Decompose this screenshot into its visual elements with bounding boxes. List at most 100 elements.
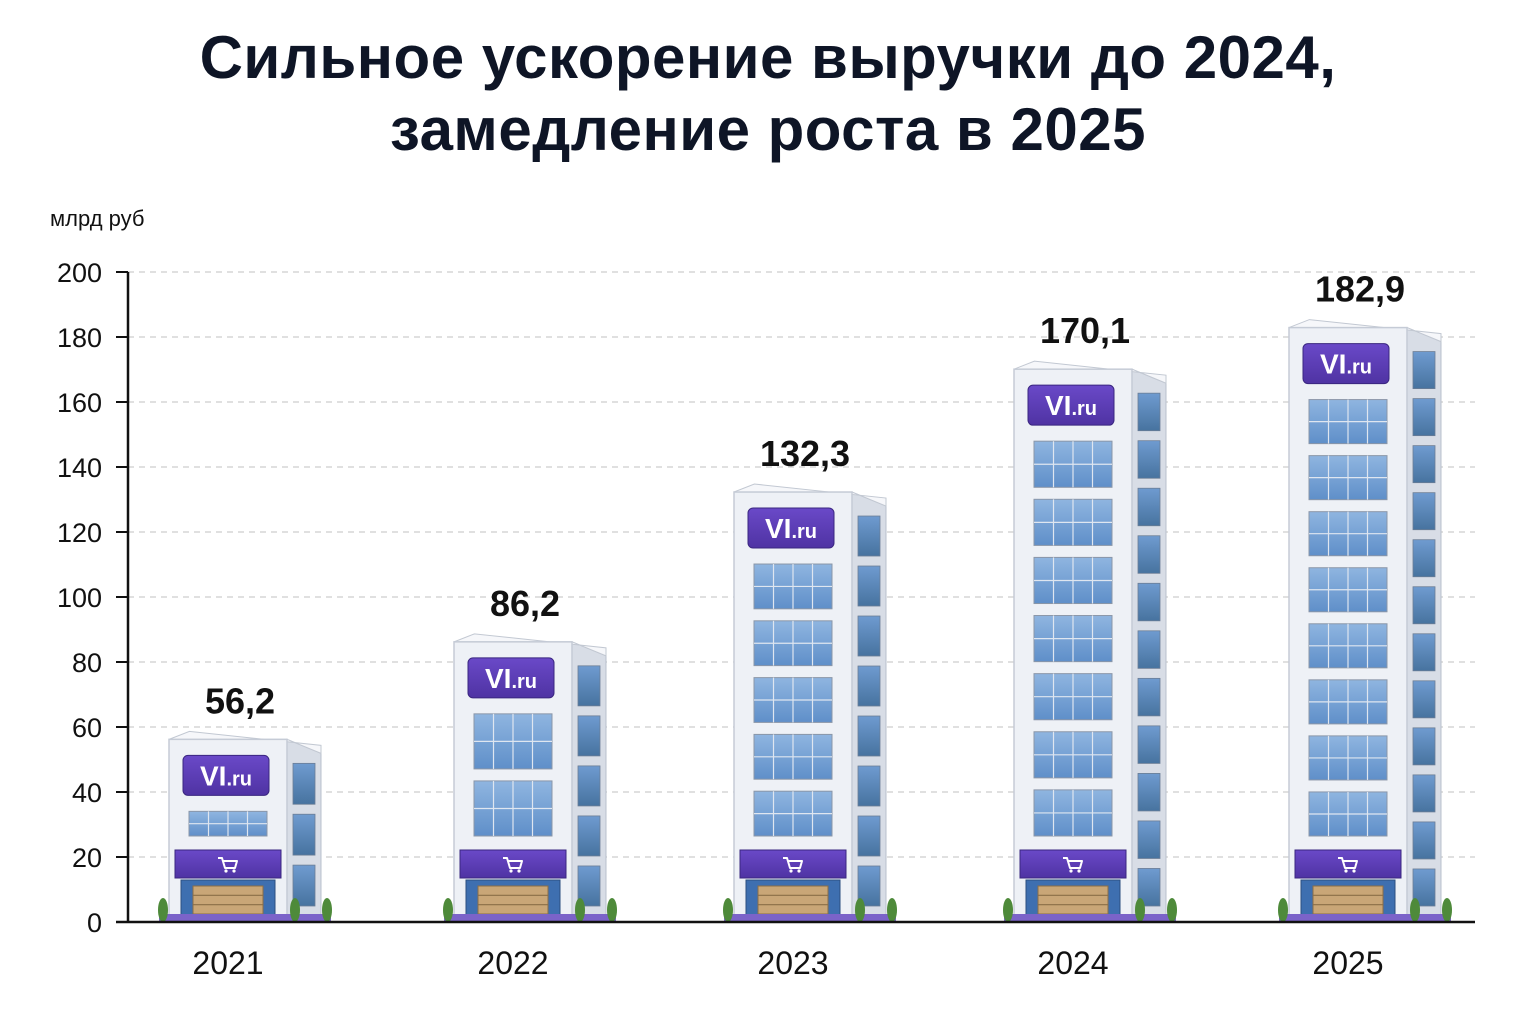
bar-2021: VI.ru <box>158 730 332 923</box>
side-window <box>1137 630 1161 669</box>
shrub <box>443 898 453 922</box>
side-window <box>1137 868 1161 907</box>
side-window <box>577 765 601 807</box>
shrub <box>1278 898 1288 922</box>
y-tick-label-140: 140 <box>57 453 102 483</box>
bar-2024: VI.ru <box>1003 360 1177 923</box>
side-window <box>577 665 601 707</box>
shopping-cart-icon <box>218 857 238 873</box>
side-window <box>1412 868 1436 907</box>
side-window <box>1137 392 1161 432</box>
shrub <box>1167 898 1177 922</box>
shrub <box>1442 898 1452 922</box>
y-tick-label-100: 100 <box>57 583 102 613</box>
y-tick-label-180: 180 <box>57 323 102 353</box>
shrub <box>290 898 300 922</box>
building-base <box>159 914 331 922</box>
shrub <box>723 898 733 922</box>
axes <box>116 272 1475 924</box>
side-window <box>1412 727 1436 766</box>
side-window <box>857 565 881 607</box>
side-window <box>1137 725 1161 764</box>
y-tick-label-80: 80 <box>72 648 102 678</box>
side-window <box>1412 492 1436 531</box>
store-shelves <box>1312 885 1384 915</box>
side-window <box>577 865 601 907</box>
store-shelves <box>477 885 549 915</box>
brand-sign-text: VI.ru <box>200 760 252 791</box>
brand-sign-text: VI.ru <box>765 513 817 544</box>
side-window <box>857 715 881 757</box>
building-base <box>444 914 616 922</box>
chart-title-line-1: Сильное ускорение выручки до 2024, <box>199 24 1337 91</box>
side-window <box>1137 582 1161 622</box>
side-window <box>1412 351 1436 390</box>
shopping-cart-icon <box>1338 857 1358 873</box>
storefront-awning <box>174 849 282 879</box>
shrub <box>322 898 332 922</box>
side-window <box>1412 633 1436 672</box>
x-tick-label-2022: 2022 <box>477 945 548 981</box>
building-base <box>1279 914 1451 922</box>
side-window <box>1412 445 1436 484</box>
side-window <box>292 813 316 856</box>
data-label-2021: 56,2 <box>205 680 275 721</box>
bars: VI.ru VI.ru VI.ru VI.ru VI.ru <box>158 319 1452 923</box>
shrub <box>158 898 168 922</box>
data-labels: 56,2 2021 86,2 2022 132,3 2023 170,1 2024 182,9 2… <box>192 269 1405 981</box>
building-side-face <box>851 491 887 923</box>
shrub <box>1410 898 1420 922</box>
brand-sign-text: VI.ru <box>1320 349 1372 380</box>
side-window <box>1137 677 1161 717</box>
side-window <box>1137 535 1161 574</box>
side-window <box>857 865 881 907</box>
side-window <box>292 762 316 805</box>
side-window <box>577 715 601 757</box>
shrub <box>887 898 897 922</box>
chart-title-line-2: замедление роста в 2025 <box>390 96 1146 163</box>
data-label-2022: 86,2 <box>490 583 560 624</box>
storefront-awning <box>1019 849 1127 879</box>
store-shelves <box>757 885 829 915</box>
y-tick-label-200: 200 <box>57 258 102 288</box>
y-tick-label-40: 40 <box>72 778 102 808</box>
y-axis-ticks: 0 20 40 60 80 100 120 140 160 180 200 <box>57 258 128 938</box>
brand-sign <box>747 507 835 549</box>
brand-sign <box>182 754 270 796</box>
side-window <box>577 815 601 857</box>
side-window <box>292 864 316 907</box>
brand-sign-text: VI.ru <box>1045 390 1097 421</box>
chart-title: Сильное ускорение выручки до 2024, замед… <box>0 22 1536 166</box>
bar-2022: VI.ru <box>443 633 617 923</box>
x-tick-label-2023: 2023 <box>757 945 828 981</box>
bar-2025: VI.ru <box>1278 319 1452 923</box>
brand-sign <box>467 657 555 699</box>
side-window <box>857 515 881 557</box>
building-base <box>724 914 896 922</box>
data-label-2025: 182,9 <box>1315 269 1405 310</box>
y-tick-label-60: 60 <box>72 713 102 743</box>
side-window <box>857 765 881 807</box>
side-window <box>1137 773 1161 812</box>
x-tick-label-2024: 2024 <box>1037 945 1108 981</box>
x-tick-label-2025: 2025 <box>1312 945 1383 981</box>
building-base <box>1004 914 1176 922</box>
x-tick-label-2021: 2021 <box>192 945 263 981</box>
y-tick-label-20: 20 <box>72 843 102 873</box>
storefront-awning <box>1294 849 1402 879</box>
storefront-awning <box>459 849 567 879</box>
side-window <box>1412 821 1436 860</box>
shrub <box>607 898 617 922</box>
y-tick-label-0: 0 <box>87 908 102 938</box>
shopping-cart-icon <box>1063 857 1083 873</box>
shrub <box>1135 898 1145 922</box>
y-tick-label-120: 120 <box>57 518 102 548</box>
data-label-2023: 132,3 <box>760 433 850 474</box>
bar-2023: VI.ru <box>723 483 897 923</box>
side-window <box>857 815 881 857</box>
side-window <box>1412 398 1436 437</box>
side-window <box>1412 680 1436 719</box>
brand-sign <box>1027 384 1115 426</box>
shopping-cart-icon <box>503 857 523 873</box>
